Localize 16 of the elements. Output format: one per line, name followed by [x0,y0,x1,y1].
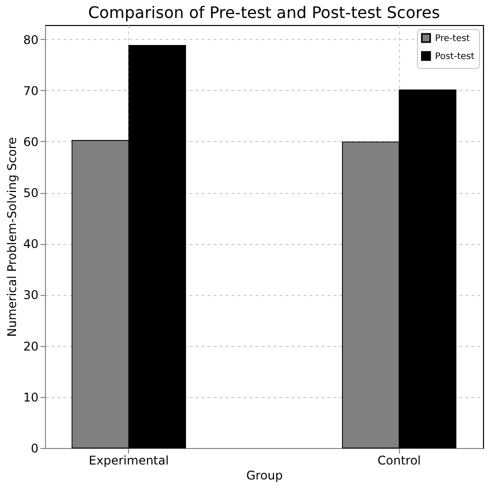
x-tick-label: Experimental [88,454,169,468]
y-tick-label: 40 [23,237,38,252]
y-tick-label: 20 [23,339,38,354]
y-tick-label: 50 [23,186,38,200]
chart-title: Comparison of Pre-test and Post-test Scores [88,3,440,22]
legend-label: Pre-test [435,34,470,44]
y-tick-label: 0 [30,442,38,456]
y-axis-title: Numerical Problem-Solving Score [5,137,20,337]
y-tick-label: 30 [23,288,38,302]
y-tick-label: 60 [23,134,38,149]
legend-label: Post-test [435,52,475,62]
y-tick-label: 80 [23,32,38,47]
x-axis-title: Group [246,468,283,482]
y-tick-label: 10 [23,390,38,404]
x-tick-label: Control [377,454,421,468]
y-tick-label: 70 [23,84,38,98]
